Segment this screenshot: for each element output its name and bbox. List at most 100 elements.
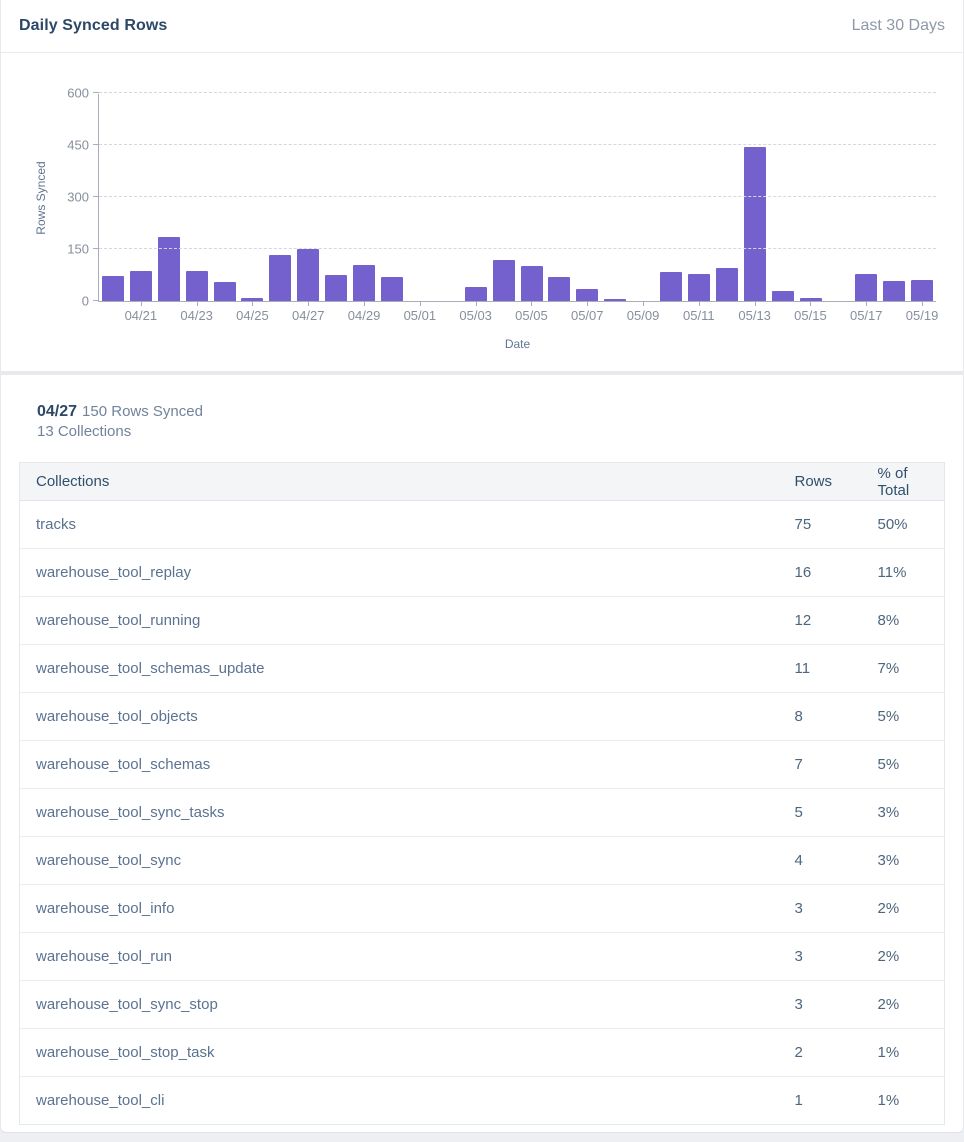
column-header-pct-of-total: % of Total: [860, 462, 945, 501]
y-tick-label: 0: [81, 293, 89, 309]
collection-name-cell: warehouse_tool_stop_task: [19, 1028, 777, 1077]
bar-slot: [685, 94, 713, 301]
bar-slot: [434, 94, 462, 301]
chart-bar-04-30[interactable]: [381, 276, 404, 301]
rows-count-cell: 5: [776, 788, 861, 837]
chart-bar-05-13[interactable]: [743, 147, 766, 301]
table-row: warehouse_tool_schemas_update 11 7%: [19, 644, 945, 693]
chart-bar-04-21[interactable]: [129, 270, 152, 301]
x-tick-label: 05/09: [626, 308, 660, 323]
rows-count-cell: 16: [776, 548, 861, 597]
chart-bar-05-15[interactable]: [799, 298, 822, 301]
chart-bar-04-27[interactable]: [297, 249, 320, 301]
y-tick-mark: [93, 92, 99, 93]
table-body: tracks 75 50% warehouse_tool_replay 16 11% war…: [19, 500, 945, 1125]
pct-of-total-cell: 2%: [860, 884, 945, 933]
chart-bar-05-03[interactable]: [464, 287, 487, 301]
chart-bar-04-20[interactable]: [101, 276, 124, 301]
table-row: warehouse_tool_running 12 8%: [19, 596, 945, 645]
gridline: [99, 248, 936, 249]
bar-slot: [629, 94, 657, 301]
rows-count-cell: 4: [776, 836, 861, 885]
chart-bar-05-06[interactable]: [548, 277, 571, 301]
x-tick-mark: [475, 301, 477, 306]
chart-bar-05-07[interactable]: [576, 289, 599, 301]
rows-count-cell: 8: [776, 692, 861, 741]
selected-rows-synced: 150 Rows Synced: [82, 403, 203, 420]
chart-bar-05-18[interactable]: [883, 280, 906, 301]
chart-bar-04-23[interactable]: [185, 270, 208, 301]
x-tick-mark: [587, 301, 589, 306]
chart-bar-04-24[interactable]: [213, 281, 236, 301]
chart-bar-05-19[interactable]: [911, 279, 934, 301]
bar-slot: [155, 94, 183, 301]
pct-of-total-cell: 2%: [860, 980, 945, 1029]
x-tick-label: 05/13: [738, 308, 771, 323]
chart-bar-05-04[interactable]: [492, 260, 515, 301]
chart-bar-04-22[interactable]: [157, 236, 180, 301]
bar-slot: [490, 94, 518, 301]
x-tick-label: 05/15: [794, 308, 827, 323]
x-tick-mark: [196, 301, 198, 306]
bar-slot: [880, 94, 908, 301]
gridline: [99, 144, 936, 145]
x-axis-title: Date: [504, 337, 531, 351]
bar-slot: [657, 94, 685, 301]
chart-bar-05-05[interactable]: [520, 266, 543, 301]
bar-slot: [183, 94, 211, 301]
x-tick-mark: [252, 301, 254, 306]
y-tick-mark: [93, 196, 99, 197]
bar-slot: [99, 94, 127, 301]
y-axis-title: Rows Synced: [34, 160, 48, 235]
bar-slot: [852, 94, 880, 301]
bar-slot: [350, 94, 378, 301]
bar-chart: Rows Synced Date 0 150 300 450 600 04/21 04/23…: [1, 53, 963, 371]
x-tick-label: 05/03: [459, 308, 492, 323]
y-tick-mark: [93, 144, 99, 145]
table-row: warehouse_tool_sync_stop 3 2%: [19, 980, 945, 1029]
y-tick-label: 150: [67, 241, 89, 257]
collection-name-cell: warehouse_tool_run: [19, 932, 777, 981]
pct-of-total-cell: 3%: [860, 836, 945, 885]
x-tick-mark: [531, 301, 533, 306]
bar-slot: [294, 94, 322, 301]
x-tick-label: 04/25: [236, 308, 269, 323]
collection-name-cell: warehouse_tool_info: [19, 884, 777, 933]
y-tick-label: 300: [67, 189, 89, 205]
pct-of-total-cell: 2%: [860, 932, 945, 981]
x-tick-label: 05/01: [403, 308, 437, 323]
gridline: [99, 92, 936, 93]
pct-of-total-cell: 1%: [877, 1092, 900, 1109]
chart-bar-05-10[interactable]: [660, 271, 683, 301]
y-tick-mark: [93, 248, 99, 249]
chart-bar-05-12[interactable]: [715, 268, 738, 301]
x-tick-mark: [140, 301, 142, 306]
x-tick-label: 05/07: [570, 308, 604, 323]
x-tick-mark: [754, 301, 756, 306]
bar-slot: [601, 94, 629, 301]
chart-bar-04-26[interactable]: [269, 254, 292, 301]
chart-bar-05-17[interactable]: [855, 274, 878, 301]
x-tick-mark: [810, 301, 812, 306]
chart-bar-05-11[interactable]: [687, 273, 710, 301]
chart-bar-04-25[interactable]: [241, 297, 264, 301]
chart-bar-05-14[interactable]: [771, 290, 794, 301]
chart-bar-05-08[interactable]: [604, 299, 627, 301]
x-tick-mark: [419, 301, 421, 306]
collection-name-cell: warehouse_tool_replay: [19, 548, 777, 597]
bar-slot: [239, 94, 267, 301]
bar-slot: [322, 94, 350, 301]
chart-bar-04-29[interactable]: [353, 265, 376, 301]
table-row: warehouse_tool_replay 16 11%: [19, 548, 945, 597]
page-title: Daily Synced Rows: [19, 17, 168, 34]
rows-count-cell: 3: [776, 932, 861, 981]
selected-collections-count: 13 Collections: [37, 423, 132, 440]
rows-count-cell: 3: [776, 980, 861, 1029]
table-row: warehouse_tool_stop_task 2 1%: [19, 1028, 945, 1077]
rows-count-cell: 1: [794, 1092, 803, 1109]
chart-bar-04-28[interactable]: [325, 274, 348, 301]
collection-name-cell: warehouse_tool_schemas: [19, 740, 777, 789]
plot-area: Rows Synced Date 0 150 300 450 600 04/21 04/23…: [34, 86, 938, 352]
y-tick-mark: [93, 300, 99, 301]
